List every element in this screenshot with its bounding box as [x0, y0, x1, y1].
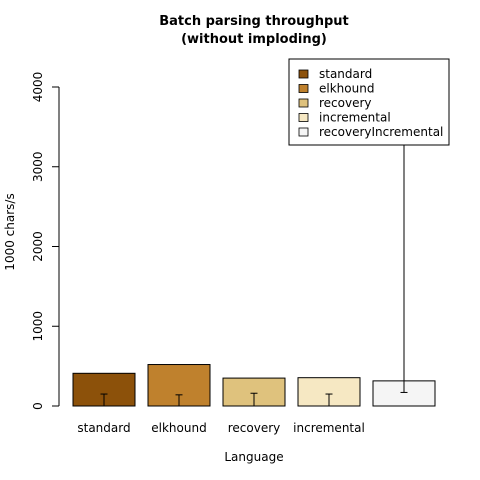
legend-box — [288, 58, 450, 146]
x-axis-title: Language — [224, 450, 283, 464]
y-axis: 0 1000 2000 3000 4000 — [31, 72, 60, 410]
legend-label: recovery — [319, 96, 372, 110]
category-labels: standard elkhound recovery incremental — [77, 421, 364, 435]
legend-swatch — [298, 98, 309, 108]
legend: standardelkhoundrecoveryincrementalrecov… — [288, 58, 450, 146]
y-axis-title: 1000 chars/s — [3, 193, 17, 270]
legend-label: incremental — [319, 111, 391, 125]
y-tick-label: 3000 — [31, 151, 45, 182]
x-category-label: standard — [77, 421, 130, 435]
y-tick-label: 0 — [31, 402, 45, 410]
legend-swatch — [298, 69, 309, 79]
legend-swatch — [298, 113, 309, 122]
y-tick-label: 4000 — [31, 72, 45, 103]
x-category-label: recovery — [228, 421, 281, 435]
x-category-label: incremental — [293, 421, 365, 435]
y-tick-label: 2000 — [31, 231, 45, 262]
legend-label: recoveryIncremental — [319, 125, 443, 139]
legend-label: elkhound — [319, 82, 374, 96]
legend-swatch — [298, 127, 309, 137]
chart-title-line-1: Batch parsing throughput — [159, 14, 349, 29]
legend-swatch — [298, 84, 309, 93]
legend-label: standard — [319, 67, 372, 81]
y-tick-label: 1000 — [31, 311, 45, 342]
chart-title-line-2: (without imploding) — [181, 32, 327, 47]
x-category-label: elkhound — [151, 421, 206, 435]
